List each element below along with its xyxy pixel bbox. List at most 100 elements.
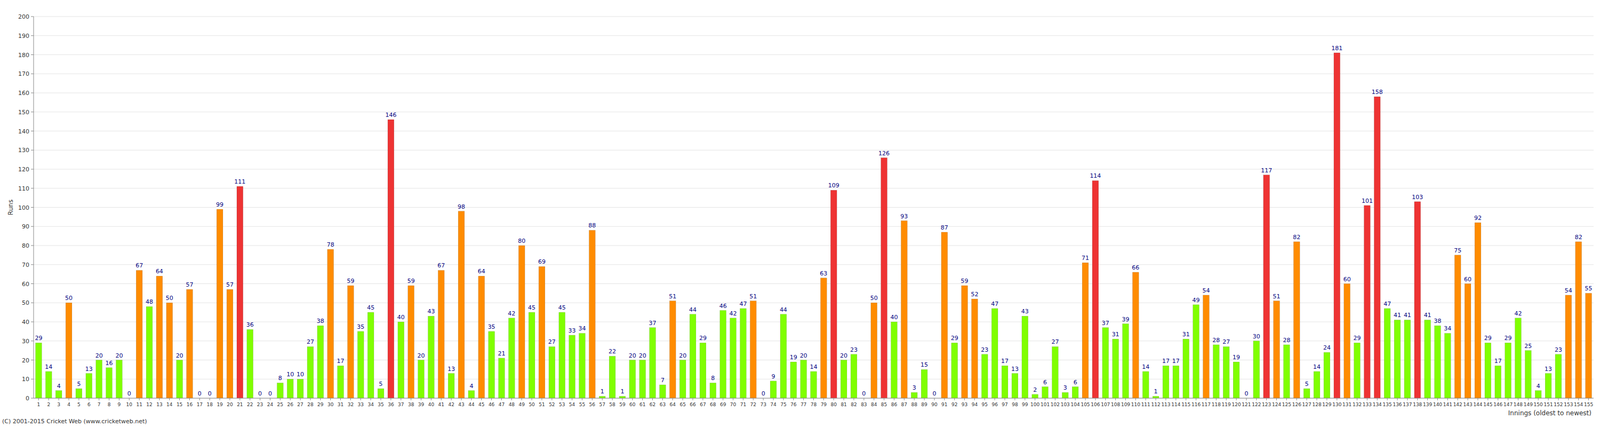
grid-line bbox=[33, 111, 1594, 112]
bar bbox=[1293, 241, 1300, 398]
data-label: 17 bbox=[1172, 357, 1180, 365]
bar bbox=[1193, 304, 1200, 398]
bar bbox=[408, 285, 415, 398]
data-label: 75 bbox=[1453, 246, 1462, 254]
x-tick bbox=[531, 397, 533, 400]
bar bbox=[1061, 392, 1069, 398]
x-tick bbox=[722, 397, 724, 400]
x-tick-label: 145 bbox=[1483, 401, 1493, 407]
x-tick bbox=[139, 397, 140, 400]
x-tick-label: 4 bbox=[67, 401, 71, 407]
x-tick bbox=[481, 397, 482, 400]
x-tick-label: 78 bbox=[810, 401, 818, 407]
bar bbox=[1001, 365, 1008, 398]
data-label: 57 bbox=[186, 281, 194, 288]
x-tick-label: 101 bbox=[1040, 401, 1050, 407]
x-tick-label: 141 bbox=[1443, 401, 1453, 407]
y-tick bbox=[30, 130, 34, 132]
data-label: 103 bbox=[1411, 193, 1423, 201]
data-label: 17 bbox=[337, 357, 345, 365]
data-label: 42 bbox=[1514, 309, 1522, 317]
bar bbox=[1454, 254, 1461, 398]
x-tick-label: 56 bbox=[589, 401, 596, 407]
x-tick-label: 152 bbox=[1553, 401, 1563, 407]
bar bbox=[921, 369, 928, 398]
y-tick-label: 20 bbox=[21, 356, 30, 364]
x-tick-label: 44 bbox=[468, 401, 475, 407]
data-label: 39 bbox=[1122, 315, 1130, 323]
bar bbox=[881, 157, 888, 398]
grid-line bbox=[33, 16, 1594, 18]
y-tick-label: 170 bbox=[18, 70, 30, 78]
x-tick bbox=[1024, 397, 1026, 400]
x-tick-label: 29 bbox=[317, 401, 324, 407]
bar bbox=[1222, 346, 1230, 398]
bar bbox=[1092, 180, 1099, 398]
x-tick bbox=[1437, 397, 1438, 400]
bar bbox=[367, 312, 374, 398]
bar bbox=[246, 329, 254, 398]
bar bbox=[1122, 323, 1130, 398]
data-label: 23 bbox=[980, 346, 989, 354]
data-label: 78 bbox=[326, 241, 335, 248]
data-label: 50 bbox=[65, 294, 73, 302]
bar bbox=[941, 232, 948, 398]
bar bbox=[1233, 361, 1240, 398]
data-label: 23 bbox=[1554, 346, 1563, 354]
x-tick bbox=[592, 397, 593, 400]
x-tick-label: 135 bbox=[1382, 401, 1392, 407]
y-tick bbox=[30, 321, 34, 323]
y-tick bbox=[30, 54, 34, 55]
data-label: 3 bbox=[912, 384, 917, 391]
data-label: 27 bbox=[306, 338, 315, 346]
x-tick-label: 3 bbox=[57, 401, 61, 407]
data-label: 0 bbox=[127, 389, 132, 397]
x-tick bbox=[58, 397, 60, 400]
x-tick-label: 42 bbox=[448, 401, 454, 407]
x-tick bbox=[873, 397, 875, 400]
bar bbox=[1354, 342, 1361, 398]
bar bbox=[971, 298, 979, 398]
x-tick-label: 131 bbox=[1342, 401, 1352, 407]
y-tick-label: 0 bbox=[25, 394, 30, 402]
bar bbox=[1565, 294, 1572, 398]
x-tick-label: 15 bbox=[176, 401, 183, 407]
data-label: 35 bbox=[488, 323, 496, 331]
bar bbox=[1384, 308, 1391, 398]
x-tick-label: 127 bbox=[1302, 401, 1312, 407]
x-tick-label: 21 bbox=[236, 401, 243, 407]
x-tick bbox=[662, 397, 663, 400]
bar bbox=[1323, 352, 1331, 398]
x-tick-label: 60 bbox=[629, 401, 636, 407]
x-tick-label: 17 bbox=[196, 401, 203, 407]
bar bbox=[478, 275, 485, 398]
y-tick bbox=[30, 359, 34, 360]
x-tick bbox=[954, 397, 955, 400]
x-tick-label: 80 bbox=[830, 401, 838, 407]
data-label: 10 bbox=[286, 370, 294, 378]
x-tick-label: 22 bbox=[246, 401, 253, 407]
x-tick-label: 100 bbox=[1030, 401, 1040, 407]
data-label: 126 bbox=[878, 149, 890, 157]
x-tick bbox=[1216, 397, 1217, 400]
bar bbox=[1042, 386, 1049, 398]
data-label: 46 bbox=[719, 302, 727, 310]
grid-line bbox=[33, 245, 1594, 246]
y-tick-label: 120 bbox=[18, 165, 30, 173]
x-tick bbox=[1487, 397, 1488, 400]
data-label: 50 bbox=[870, 294, 878, 302]
bar bbox=[1303, 388, 1310, 398]
x-tick-label: 6 bbox=[87, 401, 91, 407]
bar bbox=[619, 395, 626, 398]
x-tick-label: 71 bbox=[740, 401, 747, 407]
x-tick-label: 142 bbox=[1453, 401, 1463, 407]
data-label: 43 bbox=[1021, 307, 1029, 315]
x-tick-label: 130 bbox=[1332, 401, 1342, 407]
x-tick-label: 48 bbox=[508, 401, 516, 407]
bar bbox=[55, 390, 62, 398]
x-tick bbox=[964, 397, 965, 400]
data-label: 92 bbox=[1474, 214, 1482, 222]
x-tick bbox=[773, 397, 774, 400]
x-tick-label: 1 bbox=[37, 401, 41, 407]
data-label: 29 bbox=[699, 334, 707, 342]
